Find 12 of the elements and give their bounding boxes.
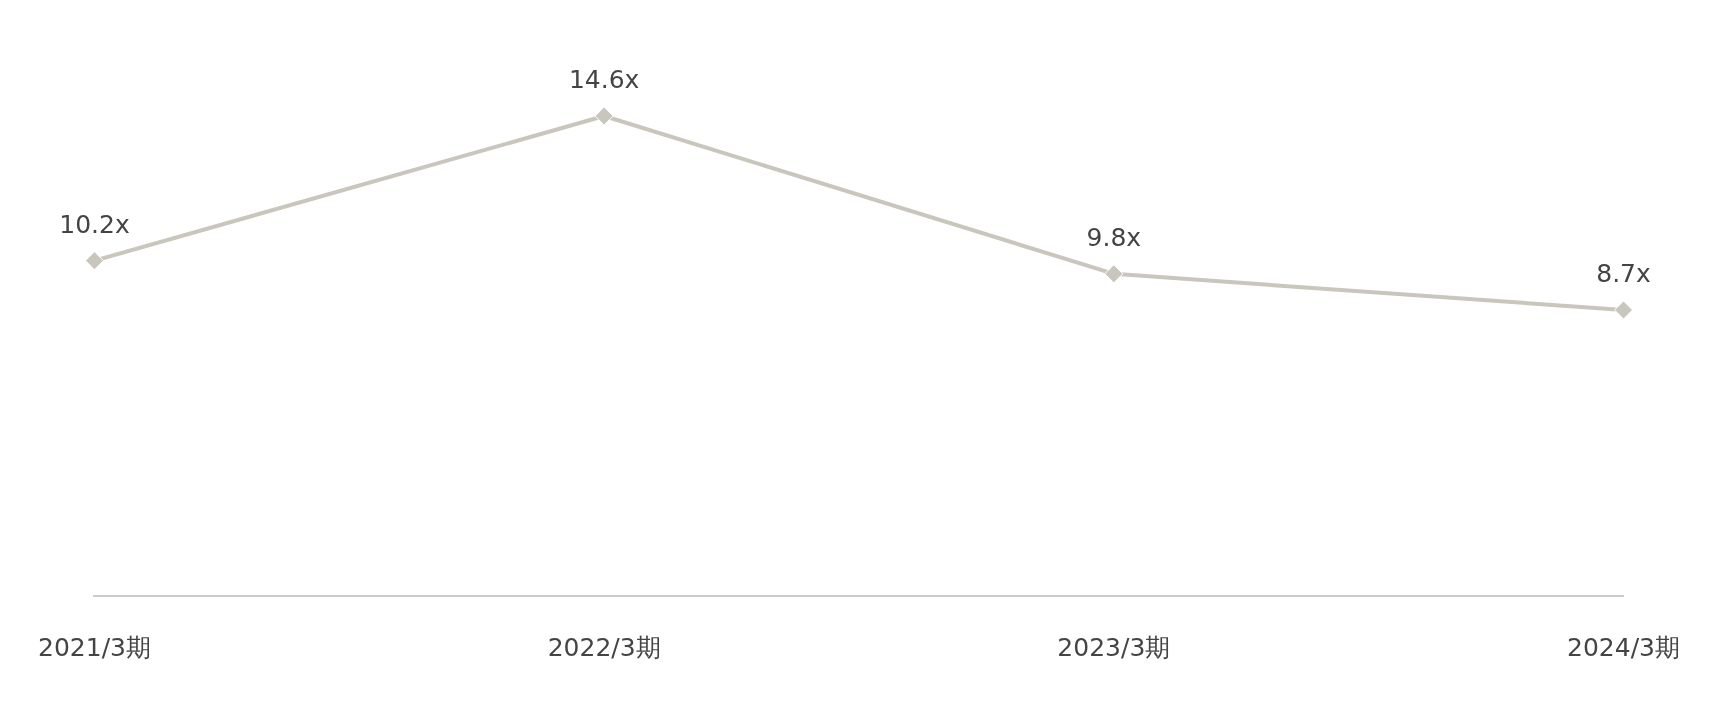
data-label: 9.8x bbox=[1086, 222, 1142, 252]
x-tick-label: 2022/3期 bbox=[547, 632, 661, 662]
point bbox=[84, 251, 104, 271]
point bbox=[1614, 300, 1634, 320]
x-tick-label: 2024/3期 bbox=[1567, 632, 1680, 662]
data-label: 10.2x bbox=[59, 209, 130, 239]
data-label: 14.6x bbox=[568, 65, 640, 95]
point bbox=[1104, 264, 1124, 284]
x-tick-label: 2021/3期 bbox=[38, 632, 151, 662]
point bbox=[594, 106, 614, 126]
data-label: 8.7x bbox=[1596, 258, 1651, 288]
x-tick-label: 2023/3期 bbox=[1057, 632, 1171, 662]
